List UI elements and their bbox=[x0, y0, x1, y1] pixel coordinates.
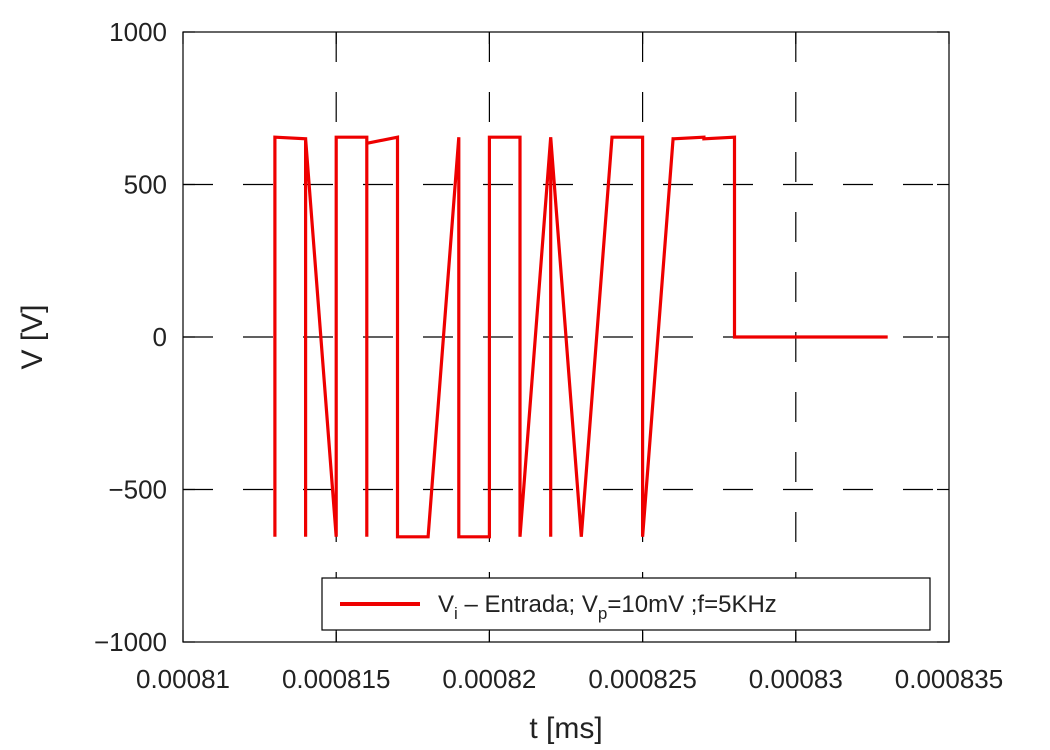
x-tick-label: 0.00081 bbox=[136, 664, 230, 694]
legend-mid: – Entrada; V bbox=[458, 591, 598, 618]
y-tick-label: 0 bbox=[153, 322, 167, 352]
legend-sub1: i bbox=[454, 604, 458, 623]
legend-box bbox=[321, 577, 931, 631]
x-tick-label: 0.00083 bbox=[749, 664, 843, 694]
y-tick-label: −1000 bbox=[94, 627, 167, 657]
x-tick-label: 0.000835 bbox=[895, 664, 1003, 694]
x-tick-labels: 0.00081 0.000815 0.00082 0.000825 0.00083 0.0… bbox=[136, 664, 1003, 694]
y-tick-label: 1000 bbox=[109, 17, 167, 47]
legend-tail: =10mV ;f=5KHz bbox=[607, 591, 776, 618]
x-tick-label: 0.000815 bbox=[282, 664, 390, 694]
legend-sub2: p bbox=[598, 604, 607, 623]
x-axis-label: t [ms] bbox=[529, 712, 602, 745]
series-line-1 bbox=[273, 135, 888, 539]
y-tick-labels: 1000 500 0 −500 −1000 bbox=[94, 17, 167, 657]
legend: Vi – Entrada; Vp=10mV ;f=5KHz bbox=[321, 577, 931, 631]
y-axis-label: V [V] bbox=[16, 304, 49, 369]
y-tick-label: −500 bbox=[108, 475, 167, 505]
y-tick-label: 500 bbox=[124, 170, 167, 200]
ticks bbox=[182, 31, 950, 643]
x-tick-label: 0.000825 bbox=[588, 664, 696, 694]
legend-main: V bbox=[438, 591, 454, 618]
x-tick-label: 0.00082 bbox=[442, 664, 536, 694]
series-layer bbox=[273, 135, 888, 539]
legend-label: Vi – Entrada; Vp=10mV ;f=5KHz bbox=[438, 591, 777, 623]
